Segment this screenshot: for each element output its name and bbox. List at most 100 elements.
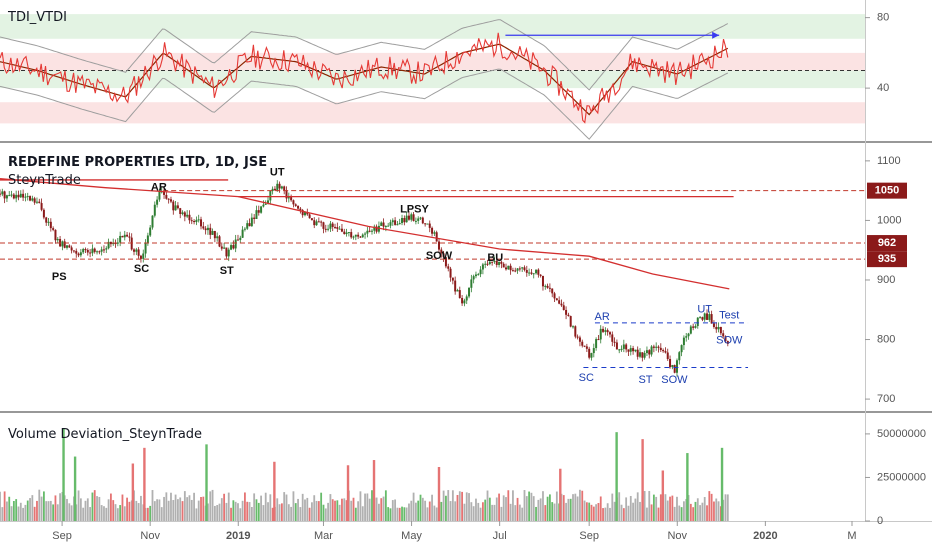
volume-bar — [414, 502, 417, 521]
candle-body — [401, 217, 404, 224]
candle-body — [375, 226, 378, 232]
candle-body — [477, 274, 480, 276]
candle — [641, 352, 644, 362]
candle-body — [179, 208, 182, 214]
volume-bar — [604, 507, 607, 521]
candle — [91, 244, 94, 257]
candle-body — [123, 234, 126, 238]
volume-bar — [454, 501, 457, 521]
volume-bar — [569, 498, 572, 521]
volume-bar — [673, 506, 676, 521]
volume-bar — [539, 498, 542, 521]
candle — [666, 348, 669, 361]
volume-bar — [461, 491, 464, 521]
candle — [449, 266, 452, 282]
price-label-text: 935 — [878, 253, 896, 265]
candle-body — [357, 234, 360, 237]
candle-body — [82, 249, 85, 253]
candle-body — [599, 328, 602, 340]
candle — [86, 248, 89, 256]
volume-bar — [551, 502, 554, 521]
volume-bar — [726, 494, 729, 521]
volume-bar — [250, 507, 253, 521]
volume-bar — [209, 491, 212, 521]
candle — [592, 343, 595, 358]
candle — [144, 239, 147, 258]
time-tick-label: Mar — [314, 530, 333, 542]
candle — [82, 247, 85, 255]
wyckoff-label: SOW — [716, 335, 743, 347]
candle — [597, 335, 600, 341]
volume-bar — [186, 497, 189, 521]
candle — [424, 223, 427, 227]
candle-body — [509, 265, 512, 271]
volume-bar — [26, 500, 29, 521]
candle — [313, 217, 316, 229]
wyckoff-label: SOW — [426, 250, 453, 262]
volume-bar — [22, 507, 25, 521]
candle-body — [315, 221, 318, 226]
candle-body — [486, 263, 489, 265]
candle-body — [680, 345, 683, 353]
candle-body — [225, 247, 228, 257]
candle-body — [493, 260, 496, 262]
volume-bar — [79, 498, 82, 521]
candle — [458, 286, 461, 299]
volume-bar — [283, 492, 286, 521]
price-label-box — [867, 251, 907, 268]
price-tick-label: 800 — [877, 333, 895, 345]
volume-bar — [193, 492, 195, 521]
candle-body — [232, 245, 235, 249]
candle — [380, 221, 383, 227]
volume-bar — [500, 506, 503, 521]
candle — [673, 364, 676, 374]
candle — [652, 344, 655, 353]
candle — [555, 297, 558, 301]
candle-body — [301, 210, 304, 216]
candle-body — [669, 358, 672, 368]
candle — [209, 223, 212, 240]
candle-body — [414, 220, 417, 222]
candle-body — [569, 316, 572, 327]
candle-body — [442, 253, 445, 258]
candle-body — [24, 196, 27, 198]
candle-body — [618, 349, 621, 351]
candle-body — [632, 348, 635, 352]
candle — [685, 332, 688, 342]
price-label-text: 1050 — [875, 185, 899, 197]
candle-body — [583, 345, 586, 347]
candle-body — [320, 221, 323, 223]
volume-bar — [100, 505, 103, 521]
volume-bar — [447, 490, 450, 521]
candle — [181, 210, 184, 216]
candle — [615, 339, 618, 350]
volume-bar — [629, 495, 632, 521]
candle — [93, 247, 96, 254]
volume-spike — [62, 428, 65, 521]
candle-body — [505, 267, 508, 270]
candle — [190, 217, 193, 225]
time-tick-label: 2019 — [226, 530, 250, 542]
volume-bar — [495, 497, 498, 521]
candle — [719, 326, 722, 336]
volume-bar — [537, 499, 540, 521]
volume-bar — [107, 499, 110, 521]
candle — [511, 267, 514, 272]
candle — [211, 228, 214, 235]
volume-bar — [530, 492, 533, 521]
candle — [79, 248, 82, 258]
volume-bar — [324, 508, 327, 521]
candle — [359, 235, 362, 238]
volume-bar — [396, 507, 399, 521]
candle-body — [195, 219, 198, 223]
candle — [100, 246, 103, 256]
candle — [1, 188, 4, 197]
volume-bar — [431, 494, 433, 521]
candle-body — [257, 210, 260, 213]
volume-bar — [167, 500, 170, 521]
candle-body — [264, 203, 267, 205]
volume-bar — [149, 505, 152, 521]
candle-body — [158, 191, 161, 200]
volume-bar — [509, 503, 512, 521]
